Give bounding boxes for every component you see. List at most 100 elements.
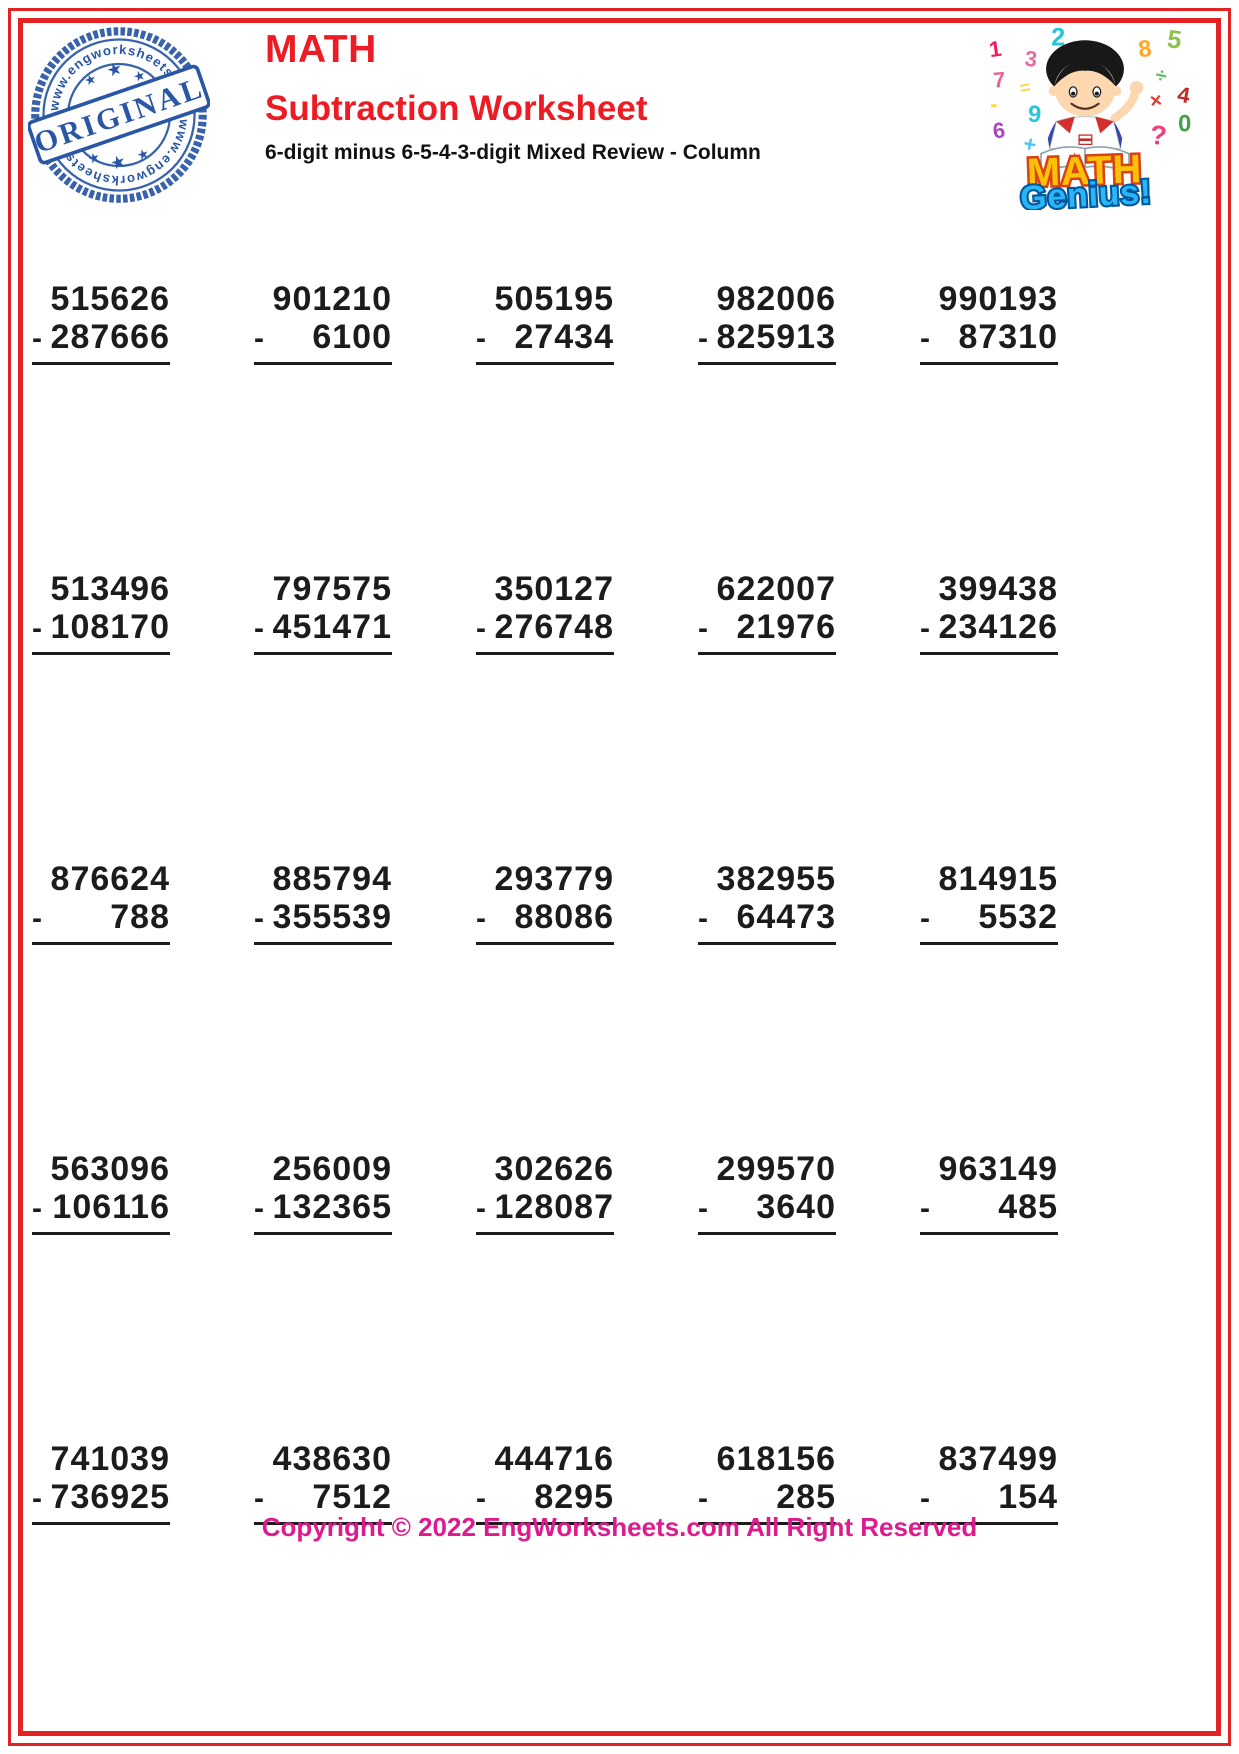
subtrahend: 485 — [998, 1188, 1058, 1226]
minuend: 982006 — [716, 280, 836, 318]
minus-sign: - — [254, 322, 265, 355]
minuend: 963149 — [938, 1150, 1058, 1188]
subtraction-row: - 87310 — [920, 318, 1058, 365]
svg-text:★: ★ — [86, 149, 102, 167]
problem: 399438 - 234126 — [920, 570, 1058, 860]
subtrahend: 128087 — [494, 1188, 614, 1226]
logo-decoration-glyph: 5 — [1165, 25, 1183, 55]
subtrahend: 285 — [776, 1478, 836, 1516]
problem: 515626 - 287666 — [32, 280, 170, 570]
svg-text:★: ★ — [108, 150, 129, 174]
problem: 563096 - 106116 — [32, 1150, 170, 1440]
minuend: 513496 — [50, 570, 170, 608]
problem: 901210 - 6100 — [254, 280, 392, 570]
svg-text:★: ★ — [135, 145, 151, 163]
logo-decoration-glyph: ÷ — [1153, 64, 1168, 88]
subtraction-row: - 154 — [920, 1478, 1058, 1525]
subtrahend: 87310 — [958, 318, 1058, 356]
subtrahend: 27434 — [514, 318, 614, 356]
minuend: 438630 — [272, 1440, 392, 1478]
original-stamp: www.engworksheets.com www.engworksheets.… — [28, 27, 210, 203]
subtraction-row: - 234126 — [920, 608, 1058, 655]
logo-decoration-glyph: 9 — [1027, 102, 1042, 129]
subtrahend: 287666 — [50, 318, 170, 356]
svg-text:★: ★ — [131, 67, 147, 85]
minus-sign: - — [698, 1482, 709, 1515]
title-block: MATH Subtraction Worksheet 6-digit minus… — [265, 30, 761, 163]
problem: 885794 - 355539 — [254, 860, 392, 1150]
problem: 444716 - 8295 — [476, 1440, 614, 1730]
page-title: MATH — [265, 28, 377, 71]
subtraction-row: - 6100 — [254, 318, 392, 365]
svg-text:★: ★ — [104, 57, 125, 81]
minus-sign: - — [920, 322, 931, 355]
logo-word-math: MATH — [1026, 147, 1143, 195]
minus-sign: - — [476, 612, 487, 645]
logo-word-genius: Genius! — [1019, 173, 1153, 210]
problem: 837499 - 154 — [920, 1440, 1058, 1730]
minus-sign: - — [476, 1482, 487, 1515]
minus-sign: - — [32, 612, 43, 645]
minuend: 399438 — [938, 570, 1058, 608]
subtraction-row: - 21976 — [698, 608, 836, 655]
subtrahend: 154 — [998, 1478, 1058, 1516]
minuend: 293779 — [494, 860, 614, 898]
minuend: 797575 — [272, 570, 392, 608]
problem: 438630 - 7512 — [254, 1440, 392, 1730]
logo-decoration-glyph: 7 — [992, 67, 1006, 93]
minus-sign: - — [698, 612, 709, 645]
minus-sign: - — [476, 1192, 487, 1225]
subtrahend: 355539 — [272, 898, 392, 936]
minus-sign: - — [32, 902, 43, 935]
minus-sign: - — [476, 902, 487, 935]
subtraction-row: - 485 — [920, 1188, 1058, 1235]
subtraction-row: - 7512 — [254, 1478, 392, 1525]
subtrahend: 276748 — [494, 608, 614, 646]
minuend: 299570 — [716, 1150, 836, 1188]
minuend: 622007 — [716, 570, 836, 608]
math-genius-logo: 1 237 =- 96 +58÷ 4 × 0? MATH Genius! — [987, 23, 1192, 210]
subtrahend: 788 — [110, 898, 170, 936]
logo-decoration-glyph: = — [1018, 76, 1032, 99]
minuend: 382955 — [716, 860, 836, 898]
logo-decoration-glyph: - — [990, 91, 997, 116]
problem: 963149 - 485 — [920, 1150, 1058, 1440]
logo-decoration-glyph: 8 — [1137, 36, 1153, 63]
logo-decoration-glyph: 6 — [992, 117, 1007, 143]
subtraction-row: - 128087 — [476, 1188, 614, 1235]
page-description: 6-digit minus 6-5-4-3-digit Mixed Review… — [265, 141, 761, 164]
minus-sign: - — [254, 902, 265, 935]
page-subtitle: Subtraction Worksheet — [265, 89, 648, 128]
minuend: 990193 — [938, 280, 1058, 318]
subtraction-row: - 285 — [698, 1478, 836, 1525]
subtraction-row: - 108170 — [32, 608, 170, 655]
subtraction-row: - 106116 — [32, 1188, 170, 1235]
logo-decoration-glyph: ? — [1149, 119, 1169, 152]
minuend: 302626 — [494, 1150, 614, 1188]
minuend: 444716 — [494, 1440, 614, 1478]
logo-decoration-glyph: 3 — [1024, 46, 1039, 72]
subtraction-row: - 355539 — [254, 898, 392, 945]
stamp-stars-top: ★ ★ ★ — [82, 57, 147, 88]
subtrahend: 234126 — [938, 608, 1058, 646]
subtraction-row: - 736925 — [32, 1478, 170, 1525]
subtraction-row: - 64473 — [698, 898, 836, 945]
minus-sign: - — [920, 1192, 931, 1225]
minuend: 515626 — [50, 280, 170, 318]
minus-sign: - — [32, 322, 43, 355]
minuend: 837499 — [938, 1440, 1058, 1478]
minus-sign: - — [920, 1482, 931, 1515]
subtraction-row: - 451471 — [254, 608, 392, 655]
subtrahend: 108170 — [50, 608, 170, 646]
problem: 382955 - 64473 — [698, 860, 836, 1150]
math-genius-boy-illustration — [1040, 40, 1144, 174]
logo-number-cloud: 1 237 =- 96 +58÷ 4 × 0? — [987, 23, 1192, 157]
minus-sign: - — [698, 902, 709, 935]
logo-decoration-glyph: 0 — [1178, 112, 1191, 138]
minus-sign: - — [254, 1482, 265, 1515]
problem: 256009 - 132365 — [254, 1150, 392, 1440]
subtrahend: 106116 — [52, 1188, 170, 1226]
minuend: 885794 — [272, 860, 392, 898]
minus-sign: - — [254, 1192, 265, 1225]
subtrahend: 88086 — [514, 898, 614, 936]
